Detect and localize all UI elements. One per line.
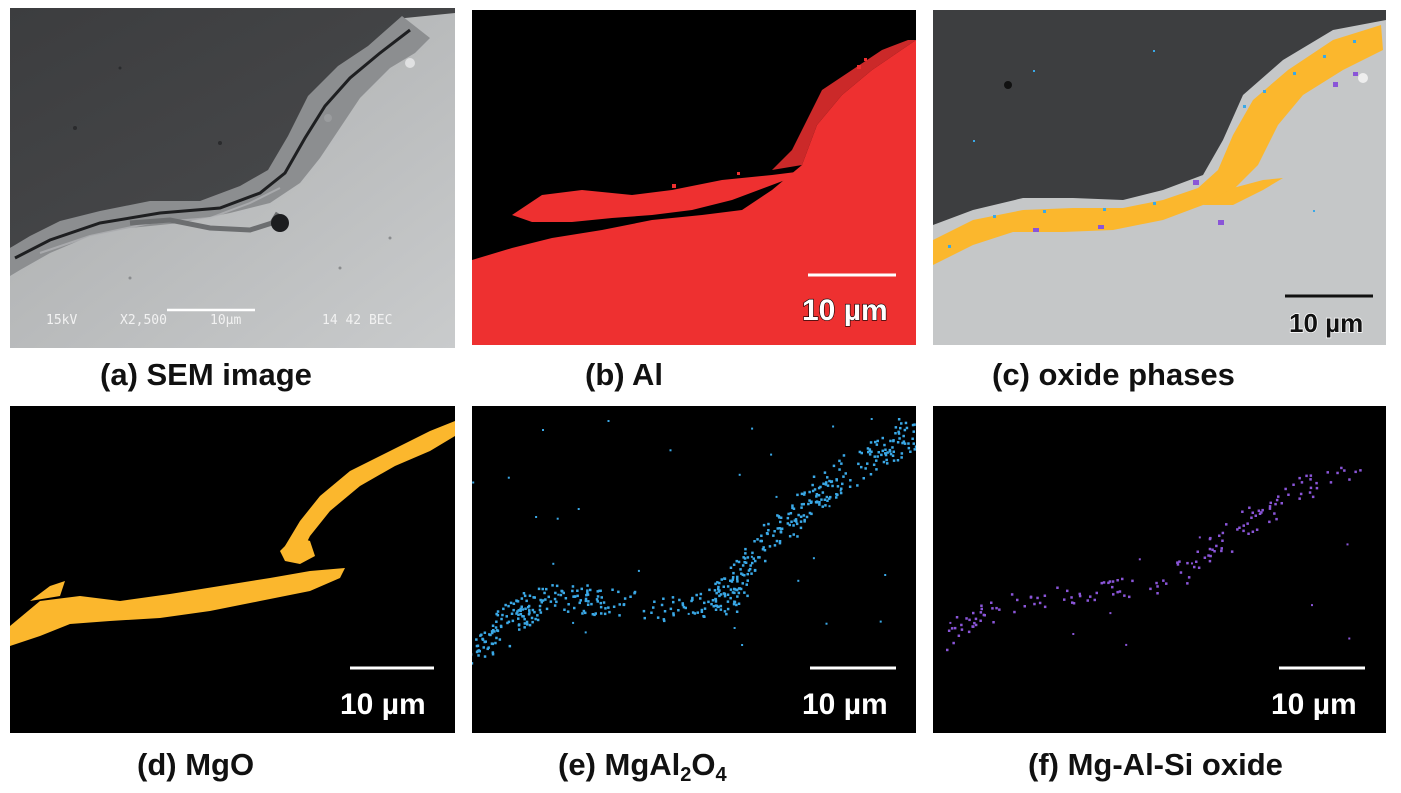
- mgo-element-map: 10 µm: [10, 406, 455, 733]
- oxide-phases-overlay: 10 µm: [933, 10, 1386, 345]
- sem-image-panel: 15kV X2,500 10µm 14 42 BEC: [10, 8, 455, 348]
- al-scale-label: 10 µm: [802, 294, 888, 327]
- caption-d-prefix: (d): [137, 747, 186, 782]
- al-map-panel: 10 µm: [472, 10, 916, 345]
- mgal2o4-element-map: 10 µm: [472, 406, 916, 733]
- caption-e-sub1: 2: [680, 764, 692, 786]
- caption-b: (b) Al: [585, 359, 663, 390]
- mgal2o4-map-panel: 10 µm: [472, 406, 916, 733]
- sem-detector-code: 14 42 BEC: [322, 313, 392, 328]
- sem-magnification: X2,500: [120, 313, 167, 328]
- caption-b-prefix: (b): [585, 357, 633, 392]
- caption-b-text: Al: [632, 357, 664, 392]
- mgal2o4-scale-label: 10 µm: [802, 688, 888, 721]
- sem-scale-label: 10µm: [210, 313, 241, 328]
- caption-c: (c) oxide phases: [992, 359, 1235, 390]
- caption-d-text: MgO: [185, 747, 255, 782]
- mg-al-si-scale-label: 10 µm: [1271, 688, 1357, 721]
- oxide-scale-label: 10 µm: [1289, 308, 1363, 338]
- sem-voltage: 15kV: [46, 313, 77, 328]
- mg-al-si-oxide-map-panel: 10 µm: [933, 406, 1386, 733]
- caption-e: (e) MgAl2O4: [558, 747, 727, 785]
- mgo-scale-label: 10 µm: [340, 688, 426, 721]
- caption-c-text: oxide phases: [1038, 357, 1235, 392]
- caption-e-mid: O: [691, 747, 716, 782]
- caption-e-main: MgAl: [604, 747, 681, 782]
- caption-a-prefix: (a): [100, 357, 147, 392]
- mgo-map-panel: 10 µm: [10, 406, 455, 733]
- caption-f: (f) Mg-Al-Si oxide: [1028, 749, 1283, 780]
- caption-e-sub2: 4: [715, 764, 727, 786]
- caption-a: (a) SEM image: [100, 359, 312, 390]
- caption-f-text: Mg-Al-Si oxide: [1067, 747, 1283, 782]
- caption-a-text: SEM image: [146, 357, 312, 392]
- oxide-phases-panel: 10 µm: [933, 10, 1386, 345]
- caption-d: (d) MgO: [137, 749, 254, 780]
- mg-al-si-oxide-element-map: 10 µm: [933, 406, 1386, 733]
- caption-f-prefix: (f): [1028, 747, 1068, 782]
- sem-micrograph: 15kV X2,500 10µm 14 42 BEC: [10, 8, 455, 348]
- caption-c-prefix: (c): [992, 357, 1039, 392]
- al-element-map: 10 µm: [472, 10, 916, 345]
- caption-e-prefix: (e): [558, 747, 605, 782]
